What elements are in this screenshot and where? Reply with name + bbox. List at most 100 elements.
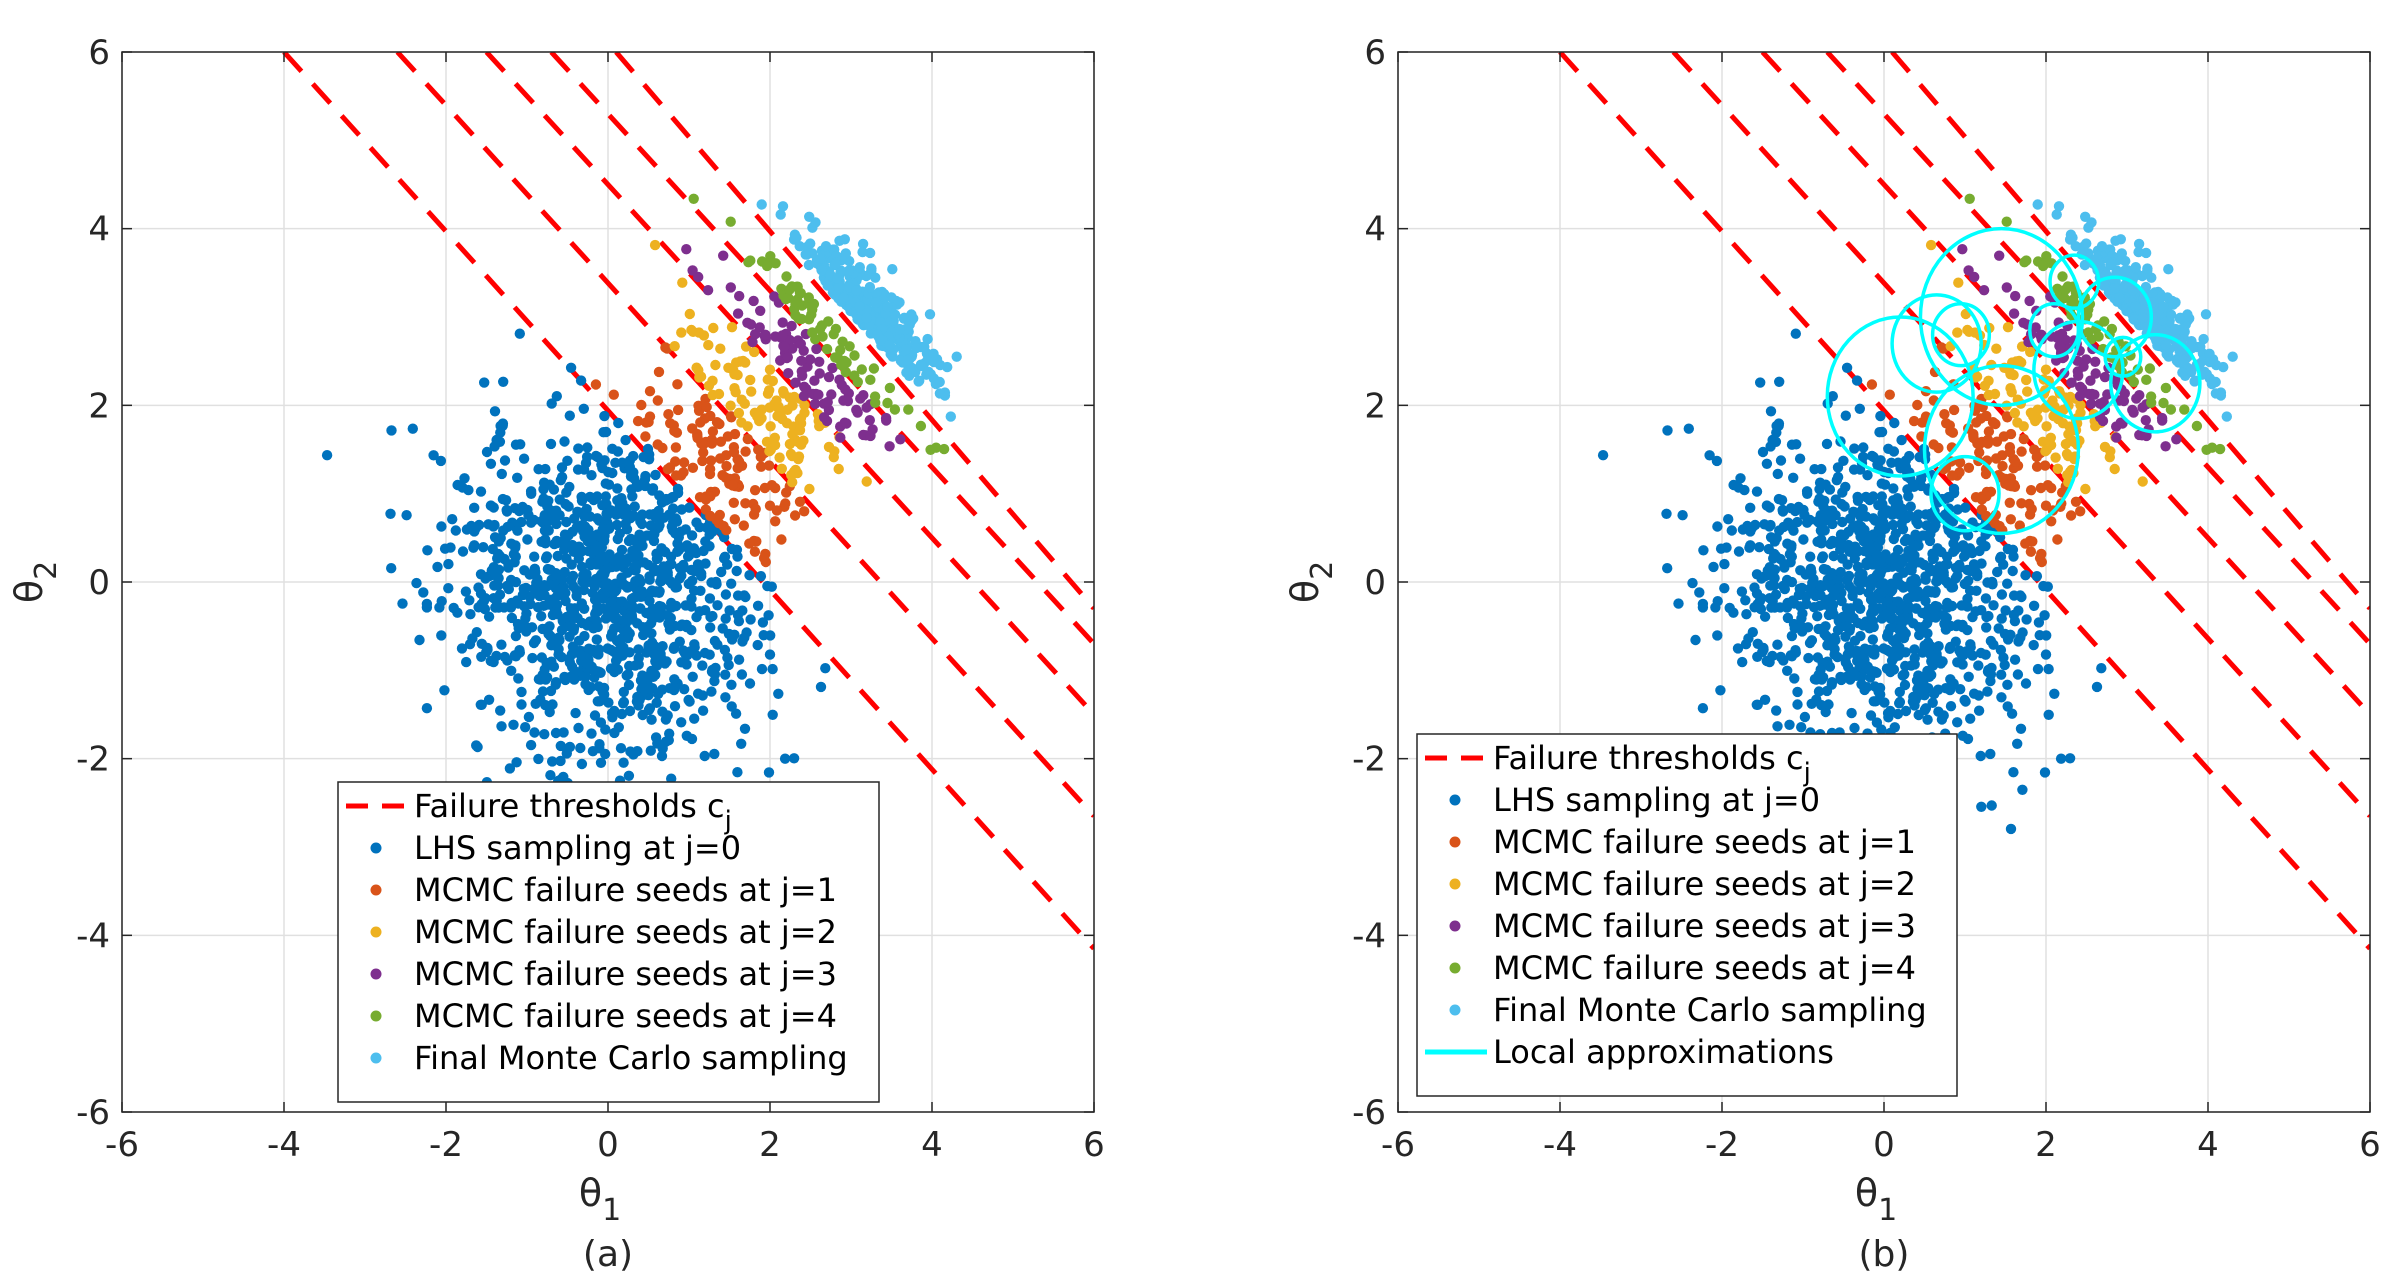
data-point [564,631,575,642]
data-point [1772,468,1784,480]
data-point [2004,446,2016,458]
data-point [546,505,557,517]
data-point [1963,671,1974,682]
data-point [488,502,499,513]
data-point [2032,199,2043,210]
data-point [830,258,841,270]
data-point [608,389,619,400]
data-point [1883,443,1894,454]
data-point [1827,391,1839,402]
data-point [630,660,641,671]
data-point [2075,506,2086,517]
data-point [1782,597,1793,609]
data-point [1866,558,1877,569]
data-point [565,603,577,614]
data-point [1762,565,1774,576]
threshold-line-c2 [395,52,1094,818]
data-point [494,436,506,447]
data-point [1715,685,1726,696]
legend-label: MCMC failure seeds at j=2 [414,913,837,951]
data-point [1755,603,1767,615]
data-point [884,382,896,394]
data-point [728,497,739,508]
data-point [871,289,882,300]
data-point [726,578,737,589]
data-point [699,750,710,762]
data-point [2110,235,2121,246]
data-point [678,562,690,573]
data-point [473,582,484,593]
data-point [1928,439,1939,450]
data-point [2214,443,2226,455]
data-point [777,330,788,341]
data-point [2141,374,2152,385]
data-point [781,418,793,429]
data-point [644,571,655,582]
data-point [923,366,934,377]
data-point [901,355,913,366]
data-point [520,582,532,594]
data-point [1952,327,1963,338]
data-point [652,395,663,406]
data-point [772,410,783,422]
data-point [1887,519,1899,531]
data-point [599,535,610,546]
data-point [755,571,767,582]
data-point [901,367,912,378]
data-point [833,463,844,475]
data-point [1914,629,1925,641]
data-point [1597,450,1609,461]
x-tick-label: -4 [267,1125,301,1165]
data-point [730,387,741,398]
data-point [607,443,618,454]
data-point [736,738,747,749]
data-point [2000,605,2011,616]
data-point [2066,377,2077,388]
data-point [636,399,647,411]
data-point [849,350,860,361]
data-point [2038,580,2049,592]
local-approximation-circle [1918,226,2085,408]
data-point [666,521,677,532]
data-point [614,577,625,588]
data-point [1836,498,1847,510]
data-point [600,478,611,489]
data-point [724,605,735,616]
data-point [470,523,481,534]
data-point [536,652,547,663]
data-point [1944,643,1956,654]
data-point [720,613,731,624]
data-point [2045,432,2056,443]
data-point [1982,686,1993,697]
data-point [1892,596,1904,607]
legend-label: Local approximations [1493,1033,1834,1071]
local-approximation-circle [1890,293,1983,394]
y-tick-label: 6 [88,33,110,73]
data-point [1976,558,1987,569]
data-point [828,329,839,340]
data-point [835,432,846,443]
data-point [774,452,785,463]
data-point [1751,486,1763,497]
data-point [576,758,588,770]
data-point [1963,462,1975,473]
data-point [540,553,552,564]
data-point [698,447,709,458]
data-point [2179,404,2190,415]
data-point [2142,263,2153,274]
data-point [672,404,684,416]
data-point [1884,555,1896,566]
data-point [612,495,623,506]
data-point [2047,395,2058,406]
data-point [736,669,748,680]
series-5 [756,199,962,422]
data-point [421,703,433,714]
data-point [496,639,507,650]
data-point [607,584,618,595]
data-point [777,201,789,212]
data-point [571,590,582,602]
data-point [1697,703,1709,714]
data-point [1704,450,1715,461]
data-point [1978,285,1990,296]
data-point [2057,271,2068,282]
